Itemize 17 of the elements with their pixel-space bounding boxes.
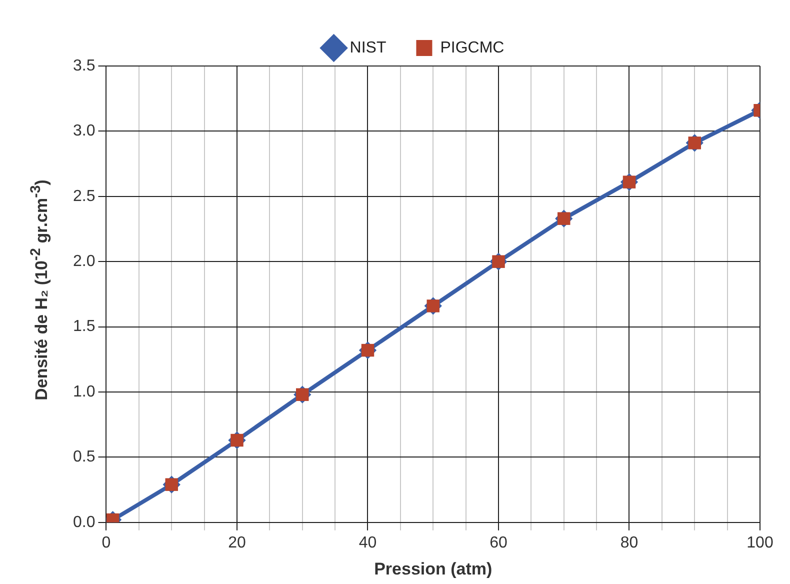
y-tick-label: 3.5 — [72, 57, 96, 74]
y-tick-label: 0.0 — [72, 514, 96, 531]
legend-label: NIST — [350, 39, 386, 56]
x-axis-title: Pression (atm) — [374, 559, 492, 578]
x-tick-label: 80 — [620, 534, 638, 552]
x-tick-label: 100 — [746, 534, 774, 552]
x-tick-label: 20 — [228, 534, 246, 552]
y-tick-label: 3.0 — [72, 122, 96, 140]
legend-label: PIGCMC — [440, 39, 504, 56]
x-tick-label: 60 — [490, 534, 508, 552]
y-tick-label: 1.0 — [72, 383, 96, 400]
x-tick-label: 40 — [358, 534, 377, 552]
y-tick-label: 2.0 — [72, 253, 96, 270]
y-tick-label: 2.5 — [72, 188, 96, 205]
x-tick-label: 0 — [102, 534, 111, 552]
y-tick-label: 0.5 — [72, 448, 96, 466]
y-tick-label: 1.5 — [72, 318, 96, 336]
